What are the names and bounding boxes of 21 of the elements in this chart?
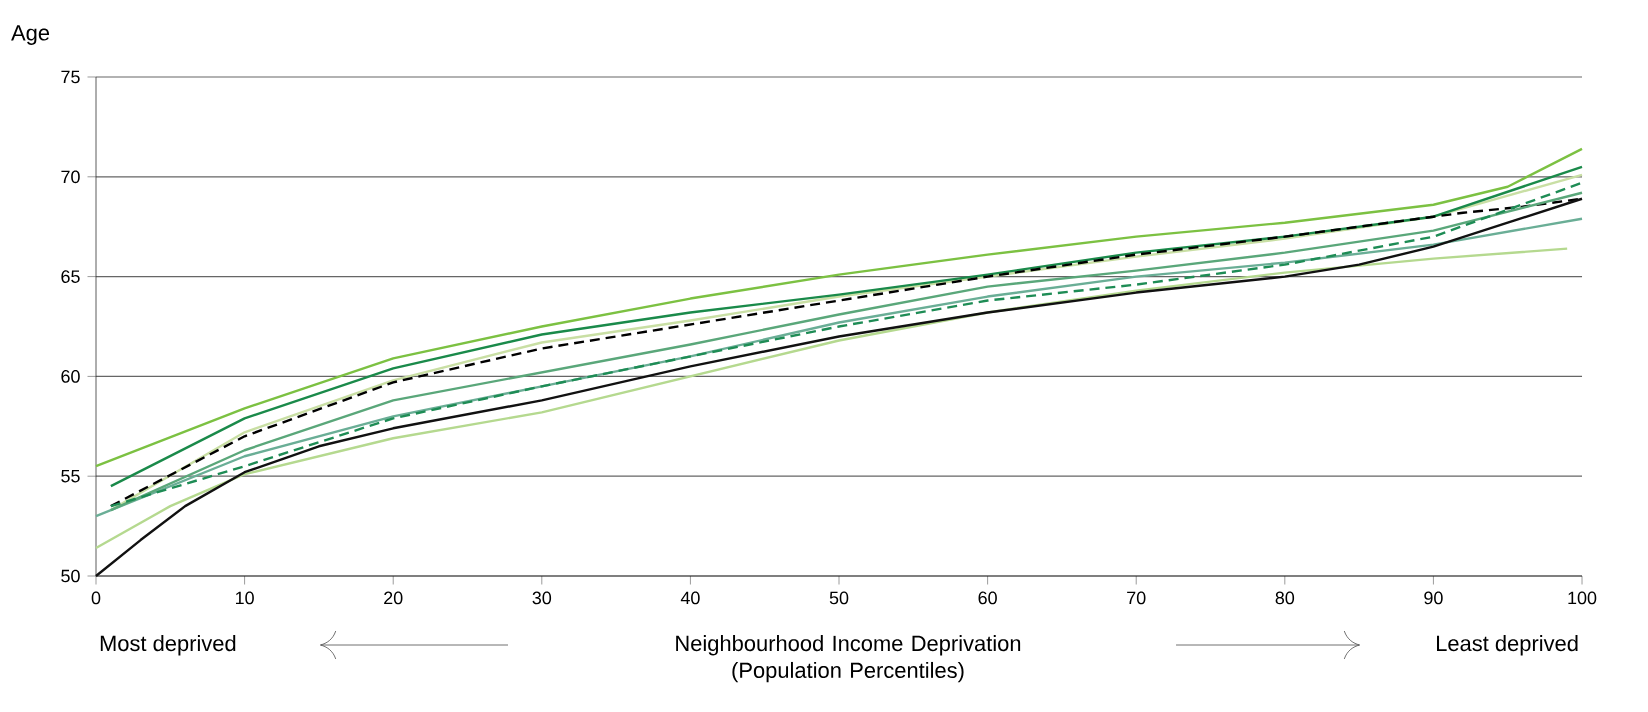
y-tick-label: 55: [61, 469, 80, 483]
x-tick-label: 80: [1275, 591, 1295, 605]
x-tick-label: 30: [532, 591, 552, 605]
x-tick-label: 0: [91, 591, 101, 605]
text: Most deprived: [100, 635, 236, 656]
x-tick-label: 90: [1424, 591, 1443, 605]
x-tick-label: 20: [384, 591, 403, 605]
text: Least deprived: [1437, 635, 1578, 656]
x-tick-label: 100: [1568, 591, 1597, 605]
x-tick-label: 40: [680, 591, 700, 605]
y-tick-label: 60: [61, 370, 80, 383]
x-tick-label: 10: [236, 591, 254, 605]
y-tick-label: 70: [61, 170, 80, 184]
y-axis-title: Age: [11, 25, 50, 45]
x-axis-title: Neighbourhood Income Deprivation (Population Percentiles): [676, 635, 1021, 683]
x-tick-label: 50: [829, 591, 849, 605]
y-tick-label: 75: [61, 70, 80, 84]
y-tick-label: 50: [61, 569, 80, 583]
y-tick-label: 65: [61, 270, 80, 283]
x-tick-label: 60: [978, 591, 997, 605]
x-tick-label: 70: [1127, 591, 1146, 605]
